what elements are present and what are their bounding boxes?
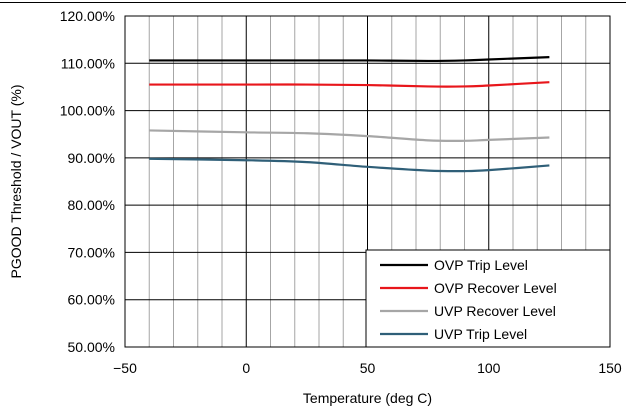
series-lines (149, 56, 550, 173)
y-axis-title: PGOOD Threshold / VOUT (%) (8, 85, 24, 279)
y-tick-label: 90.00% (68, 150, 115, 166)
y-tick-label: 110.00% (61, 55, 115, 71)
x-tick-label: 150 (598, 360, 622, 376)
series-line-ovp-recover-level (149, 81, 550, 88)
y-tick-label: 60.00% (68, 292, 115, 308)
legend-label-uvp-recover-level: UVP Recover Level (434, 303, 556, 319)
y-tick-label: 70.00% (68, 244, 115, 260)
legend-box (365, 249, 611, 348)
legend-label-ovp-trip-level: OVP Trip Level (434, 257, 528, 273)
series-line-uvp-recover-level (149, 129, 550, 143)
series-line-ovp-trip-level (149, 56, 550, 63)
x-tick-label: 50 (360, 360, 376, 376)
legend-label-ovp-recover-level: OVP Recover Level (434, 280, 557, 296)
x-axis-ticks: −50 0 50 100 150 (113, 360, 622, 376)
x-axis-title: Temperature (deg C) (303, 390, 432, 406)
y-tick-label: 80.00% (68, 197, 115, 213)
x-tick-label: −50 (113, 360, 137, 376)
y-tick-label: 50.00% (68, 339, 115, 355)
y-tick-label: 120.00% (60, 8, 115, 24)
x-tick-label: 0 (242, 360, 250, 376)
y-tick-label: 100.00% (60, 103, 115, 119)
x-tick-label: 100 (477, 360, 501, 376)
y-axis-ticks: 50.00% 60.00% 70.00% 80.00% 90.00% 100.00% 110… (60, 8, 115, 355)
legend: OVP Trip Level OVP Recover Level UVP Recov… (365, 249, 611, 348)
series-line-uvp-trip-level (149, 157, 550, 173)
legend-label-uvp-trip-level: UVP Trip Level (434, 326, 527, 342)
